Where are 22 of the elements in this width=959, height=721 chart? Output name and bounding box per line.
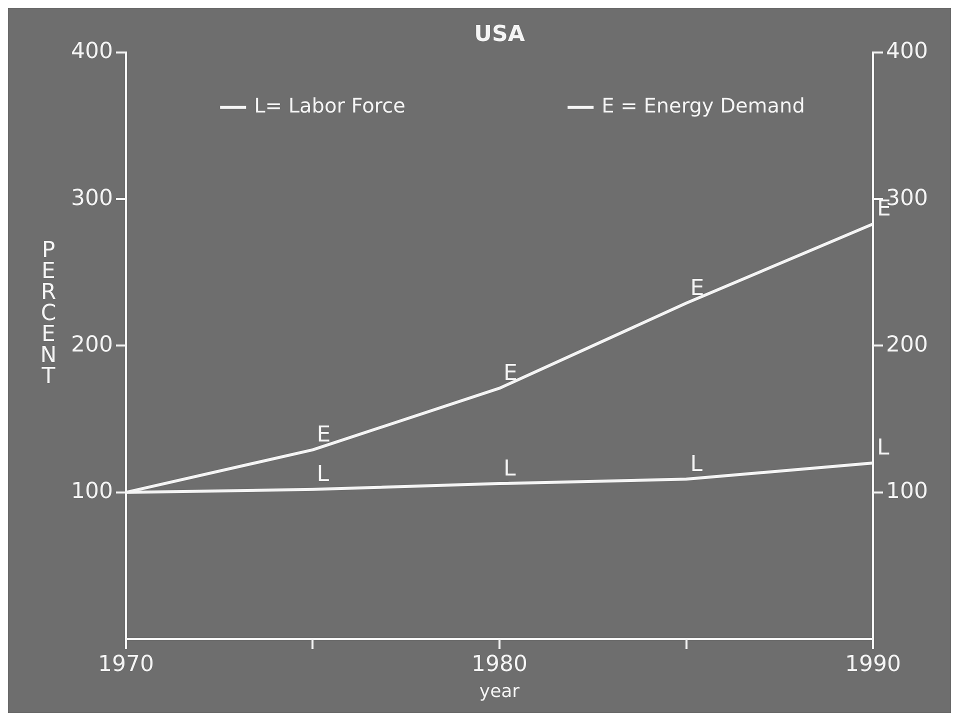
chart-title: USA	[474, 22, 525, 47]
x-tick-label: 1980	[472, 652, 528, 677]
annotation: E	[504, 360, 518, 386]
y-axis-title: PERCENT	[36, 238, 61, 385]
y2-tick-label: 200	[886, 332, 928, 358]
y-tick-label: 100	[70, 479, 113, 504]
annotation: L	[504, 456, 516, 482]
x-tick-label: 1970	[98, 652, 154, 677]
y-tick-label: 300	[70, 186, 113, 211]
y2-tick-label: 400	[886, 39, 928, 64]
y-tick-label: 400	[70, 39, 113, 64]
annotation: E	[316, 422, 331, 448]
annotation: E	[690, 276, 704, 301]
annotation: L	[877, 436, 890, 461]
legend-label: E = Energy Demand	[602, 94, 805, 118]
legend-label: L= Labor Force	[254, 94, 406, 118]
y-tick-label: 200	[70, 332, 113, 358]
y2-tick-label: 100	[886, 479, 928, 504]
annotation: L	[690, 452, 704, 477]
annotation: L	[316, 462, 330, 488]
x-tick-label: 1990	[845, 652, 902, 677]
x-axis-title: year	[479, 680, 520, 702]
